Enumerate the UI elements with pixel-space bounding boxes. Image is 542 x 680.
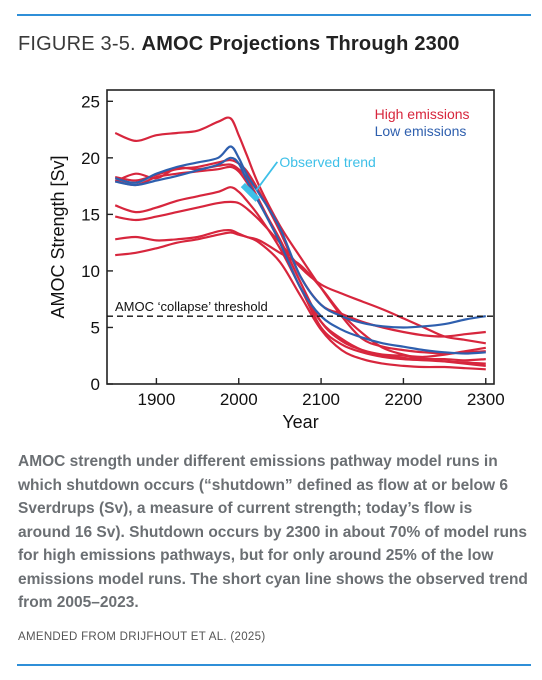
x-tick-label: 2200 <box>385 390 423 409</box>
figure-caption: AMOC strength under different emissions … <box>18 453 528 611</box>
x-tick-label: 2100 <box>302 390 340 409</box>
x-tick-label: 2000 <box>220 390 258 409</box>
plot-frame <box>106 89 495 385</box>
legend-high-emissions: High emissions <box>375 106 470 122</box>
figure-source: AMENDED FROM DRIJFHOUT ET AL. (2025) <box>18 631 266 643</box>
high-emissions-series-line-8 <box>115 231 486 371</box>
high-emissions-series-line-7 <box>115 228 486 367</box>
y-tick-label: 10 <box>81 262 100 281</box>
observed-trend-line <box>240 182 260 202</box>
figure-heading: AMOC Projections Through 2300 <box>141 33 460 55</box>
high-emissions-series-line-6 <box>114 200 486 345</box>
y-tick-label: 0 <box>91 375 100 394</box>
y-tick-label: 15 <box>81 205 100 224</box>
high-emissions-series-line-4 <box>114 165 486 359</box>
observed-trend-label: Observed trend <box>279 154 376 170</box>
amoc-chart: 1900 2000 2100 2200 2300 0 5 10 15 20 25 AMOC ‘col… <box>48 89 505 432</box>
x-axis-label: Year <box>282 412 318 432</box>
high-emissions-series-line-5 <box>114 186 486 365</box>
y-axis-label: AMOC Strength [Sv] <box>48 155 68 318</box>
y-tick-label: 5 <box>91 318 100 337</box>
low-emissions-series-line-10 <box>114 156 486 355</box>
x-tick-label: 1900 <box>137 390 175 409</box>
figure-label: FIGURE 3-5. <box>18 33 136 55</box>
y-tick-label: 20 <box>81 149 100 168</box>
bottom-rule <box>17 664 531 666</box>
collapse-threshold-label: AMOC ‘collapse’ threshold <box>115 299 268 314</box>
y-tick-label: 25 <box>81 92 100 111</box>
top-rule <box>17 14 531 16</box>
observed-trend-pointer <box>255 161 279 191</box>
figure-title: FIGURE 3-5. AMOC Projections Through 230… <box>18 33 460 56</box>
low-emissions-series-line-9 <box>114 145 486 329</box>
x-tick-label: 2300 <box>467 390 505 409</box>
legend-low-emissions: Low emissions <box>375 123 467 139</box>
